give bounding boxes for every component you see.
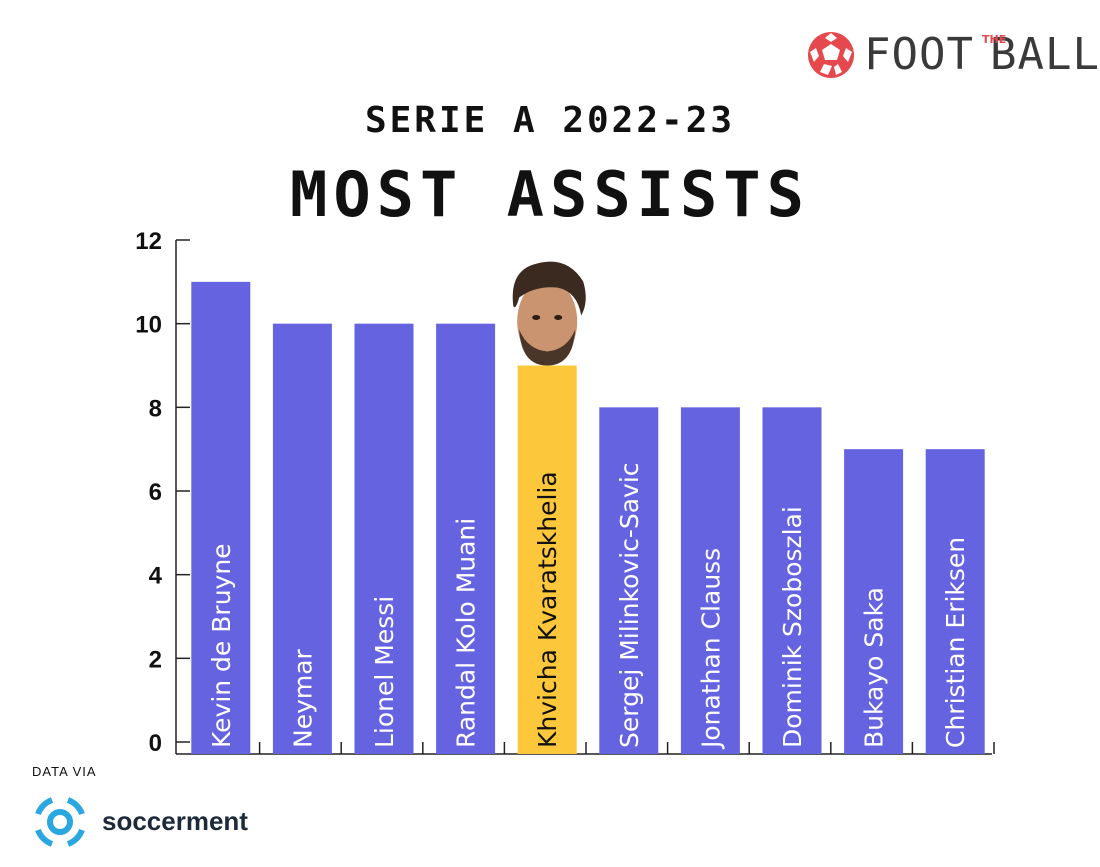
source-name: soccerment: [102, 806, 248, 836]
soccerment-logo: soccerment: [30, 792, 250, 852]
player-head-icon: [512, 261, 586, 366]
brand-wordmark: FOOT BALL: [864, 30, 1100, 80]
bar: [844, 449, 904, 754]
bar-label: Neymar: [288, 648, 317, 748]
soccerment-icon: [35, 797, 85, 847]
bar: [762, 407, 822, 754]
y-tick-label: 0: [149, 730, 162, 757]
bar: [925, 449, 985, 754]
bar: [599, 407, 659, 754]
y-tick-label: 2: [149, 646, 162, 673]
chart-subtitle: SERIE A 2022-23: [364, 100, 736, 141]
bar: [272, 323, 332, 754]
bar-label: Randal Kolo Muani: [452, 518, 481, 748]
chart-title: MOST ASSISTS: [290, 158, 810, 231]
y-tick-label: 6: [149, 479, 162, 506]
bar: [354, 323, 414, 754]
brand-word-left: FOOT: [864, 29, 974, 80]
y-tick-label: 4: [149, 563, 163, 590]
y-tick-label: 10: [135, 312, 162, 339]
bar-label: Kevin de Bruyne: [207, 543, 236, 748]
bar: [436, 323, 496, 754]
bar: [517, 365, 577, 754]
bar: [680, 407, 740, 754]
y-tick-label: 12: [135, 228, 162, 255]
bar: [191, 281, 251, 754]
brand-word-right: BALL: [989, 29, 1100, 80]
bar-label: Christian Eriksen: [941, 537, 970, 748]
brand-word-mid: THE: [982, 33, 1007, 46]
bar-label: Lionel Messi: [370, 596, 399, 748]
bar-label: Dominik Szoboszlai: [778, 506, 807, 748]
bar-label: Jonathan Clauss: [696, 548, 725, 750]
bar-label: Bukayo Saka: [860, 587, 889, 748]
bar-label: Khvicha Kvaratskhelia: [533, 471, 562, 748]
source-label: DATA VIA: [32, 764, 97, 779]
foottheball-logo: FOOT BALL THE: [802, 26, 1099, 84]
bar-label: Sergej Milinkovic-Savic: [615, 462, 644, 748]
y-tick-label: 8: [149, 395, 162, 422]
football-icon: [808, 32, 854, 78]
